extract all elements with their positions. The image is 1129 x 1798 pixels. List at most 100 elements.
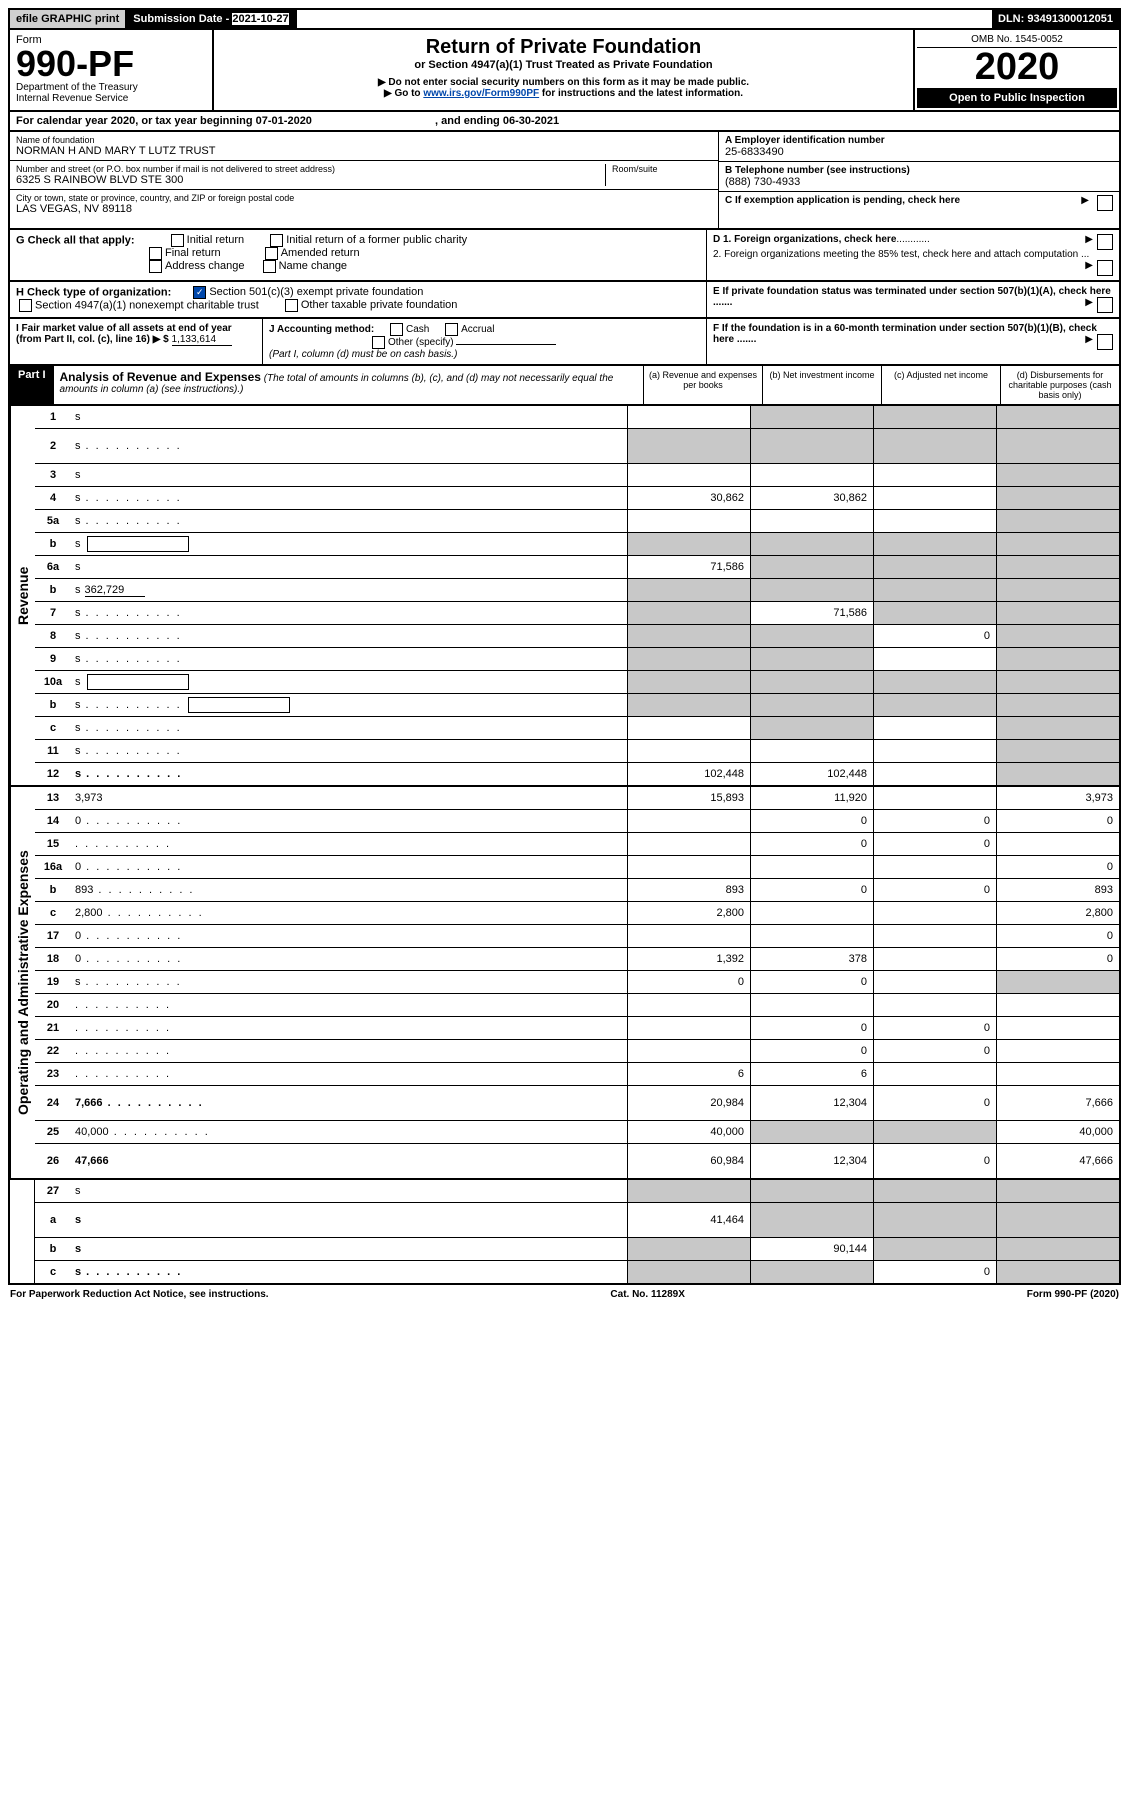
foundation-info: Name of foundation NORMAN H AND MARY T L… bbox=[8, 132, 1121, 230]
cash-checkbox[interactable] bbox=[390, 323, 403, 336]
name-change-checkbox[interactable] bbox=[263, 260, 276, 273]
table-row: 16a00 bbox=[35, 856, 1119, 879]
4947a1-checkbox[interactable] bbox=[19, 299, 32, 312]
line-description: s bbox=[71, 558, 627, 576]
cell-col-a: 6 bbox=[627, 1063, 750, 1085]
cell-col-a bbox=[627, 406, 750, 428]
other-taxable-checkbox[interactable] bbox=[285, 299, 298, 312]
final-return-checkbox[interactable] bbox=[149, 247, 162, 260]
line-description: s bbox=[71, 671, 627, 693]
table-row: 9s bbox=[35, 648, 1119, 671]
initial-former-checkbox[interactable] bbox=[270, 234, 283, 247]
cell-col-a bbox=[627, 810, 750, 832]
line-number: b bbox=[35, 881, 71, 899]
cell-col-b: 12,304 bbox=[750, 1144, 873, 1178]
part1-title: Analysis of Revenue and Expenses bbox=[60, 370, 261, 384]
cell-col-b bbox=[750, 717, 873, 739]
cell-col-c bbox=[873, 948, 996, 970]
line-description bbox=[71, 835, 627, 853]
cell-col-c bbox=[873, 971, 996, 993]
cell-col-a bbox=[627, 1040, 750, 1062]
cell-col-d: 893 bbox=[996, 879, 1119, 901]
amended-return-checkbox[interactable] bbox=[265, 247, 278, 260]
line-description: 2,800 bbox=[71, 904, 627, 922]
form-header: Form 990-PF Department of the Treasury I… bbox=[8, 30, 1121, 112]
e-checkbox[interactable] bbox=[1097, 297, 1113, 313]
cell-col-c: 0 bbox=[873, 1261, 996, 1283]
line-number: 27 bbox=[35, 1182, 71, 1200]
cell-col-a bbox=[627, 994, 750, 1016]
submission-date-label: Submission Date - 2021-10-27 bbox=[127, 10, 296, 28]
cell-col-b bbox=[750, 902, 873, 924]
table-row: 12s102,448102,448 bbox=[35, 763, 1119, 785]
cell-col-b: 0 bbox=[750, 1017, 873, 1039]
line-description: s bbox=[71, 512, 627, 530]
cell-col-b bbox=[750, 1261, 873, 1283]
cell-col-b bbox=[750, 510, 873, 532]
table-row: 1500 bbox=[35, 833, 1119, 856]
revenue-section: Revenue 1s2s3s4s30,86230,8625asbs6as71,5… bbox=[8, 406, 1121, 787]
exemption-pending-label: C If exemption application is pending, c… bbox=[725, 195, 960, 206]
inline-value-box bbox=[87, 674, 189, 690]
dept-treasury: Department of the Treasury bbox=[16, 82, 206, 93]
cell-col-c: 0 bbox=[873, 879, 996, 901]
f-checkbox[interactable] bbox=[1097, 334, 1113, 350]
fmv-value: 1,133,614 bbox=[172, 334, 232, 346]
cell-col-d: 0 bbox=[996, 856, 1119, 878]
other-method-checkbox[interactable] bbox=[372, 336, 385, 349]
cell-col-a bbox=[627, 464, 750, 486]
line-number: 16a bbox=[35, 858, 71, 876]
cell-col-d: 2,800 bbox=[996, 902, 1119, 924]
cell-col-b: 6 bbox=[750, 1063, 873, 1085]
line-description: s bbox=[71, 466, 627, 484]
d2-checkbox[interactable] bbox=[1097, 260, 1113, 276]
cell-col-b bbox=[750, 994, 873, 1016]
phone-label: B Telephone number (see instructions) bbox=[725, 165, 1113, 176]
efile-print-button[interactable]: efile GRAPHIC print bbox=[10, 10, 127, 28]
d1-checkbox[interactable] bbox=[1097, 234, 1113, 250]
table-row: 11s bbox=[35, 740, 1119, 763]
table-row: 6as71,586 bbox=[35, 556, 1119, 579]
line-number: 6a bbox=[35, 558, 71, 576]
line-description: s bbox=[71, 1211, 627, 1229]
line-number: 4 bbox=[35, 489, 71, 507]
cell-col-a bbox=[627, 625, 750, 647]
line-description bbox=[71, 1065, 627, 1083]
inline-value-box bbox=[87, 536, 189, 552]
cell-col-c: 0 bbox=[873, 625, 996, 647]
cell-col-a bbox=[627, 694, 750, 716]
cat-number: Cat. No. 11289X bbox=[610, 1289, 684, 1300]
foundation-name: NORMAN H AND MARY T LUTZ TRUST bbox=[16, 145, 712, 157]
line-number: b bbox=[35, 581, 71, 599]
cell-col-a: 1,392 bbox=[627, 948, 750, 970]
d1-label: D 1. Foreign organizations, check here bbox=[713, 234, 896, 245]
line-description bbox=[71, 996, 627, 1014]
accrual-checkbox[interactable] bbox=[445, 323, 458, 336]
exemption-checkbox[interactable] bbox=[1097, 195, 1113, 211]
line-description: s bbox=[71, 627, 627, 645]
form990pf-link[interactable]: www.irs.gov/Form990PF bbox=[423, 88, 539, 99]
ein-label: A Employer identification number bbox=[725, 135, 1113, 146]
line-number: c bbox=[35, 904, 71, 922]
cell-col-a: 102,448 bbox=[627, 763, 750, 785]
cell-col-b: 0 bbox=[750, 1040, 873, 1062]
line-description: s bbox=[71, 973, 627, 991]
line-description: s bbox=[71, 650, 627, 668]
open-public-label: Open to Public Inspection bbox=[917, 88, 1117, 108]
part1-header-row: Part I Analysis of Revenue and Expenses … bbox=[8, 366, 1121, 406]
cell-col-c bbox=[873, 787, 996, 809]
501c3-checkbox[interactable] bbox=[193, 286, 206, 299]
cell-col-c bbox=[873, 429, 996, 463]
cell-col-c bbox=[873, 602, 996, 624]
table-row: as41,464 bbox=[35, 1203, 1119, 1238]
cell-col-b bbox=[750, 1180, 873, 1202]
initial-return-checkbox[interactable] bbox=[171, 234, 184, 247]
cell-col-a bbox=[627, 856, 750, 878]
table-row: 4s30,86230,862 bbox=[35, 487, 1119, 510]
table-row: 27s bbox=[35, 1180, 1119, 1203]
table-row: 2366 bbox=[35, 1063, 1119, 1086]
line-description bbox=[71, 1042, 627, 1060]
address-change-checkbox[interactable] bbox=[149, 260, 162, 273]
section-h-e: H Check type of organization: Section 50… bbox=[8, 282, 1121, 319]
cell-col-a bbox=[627, 1261, 750, 1283]
